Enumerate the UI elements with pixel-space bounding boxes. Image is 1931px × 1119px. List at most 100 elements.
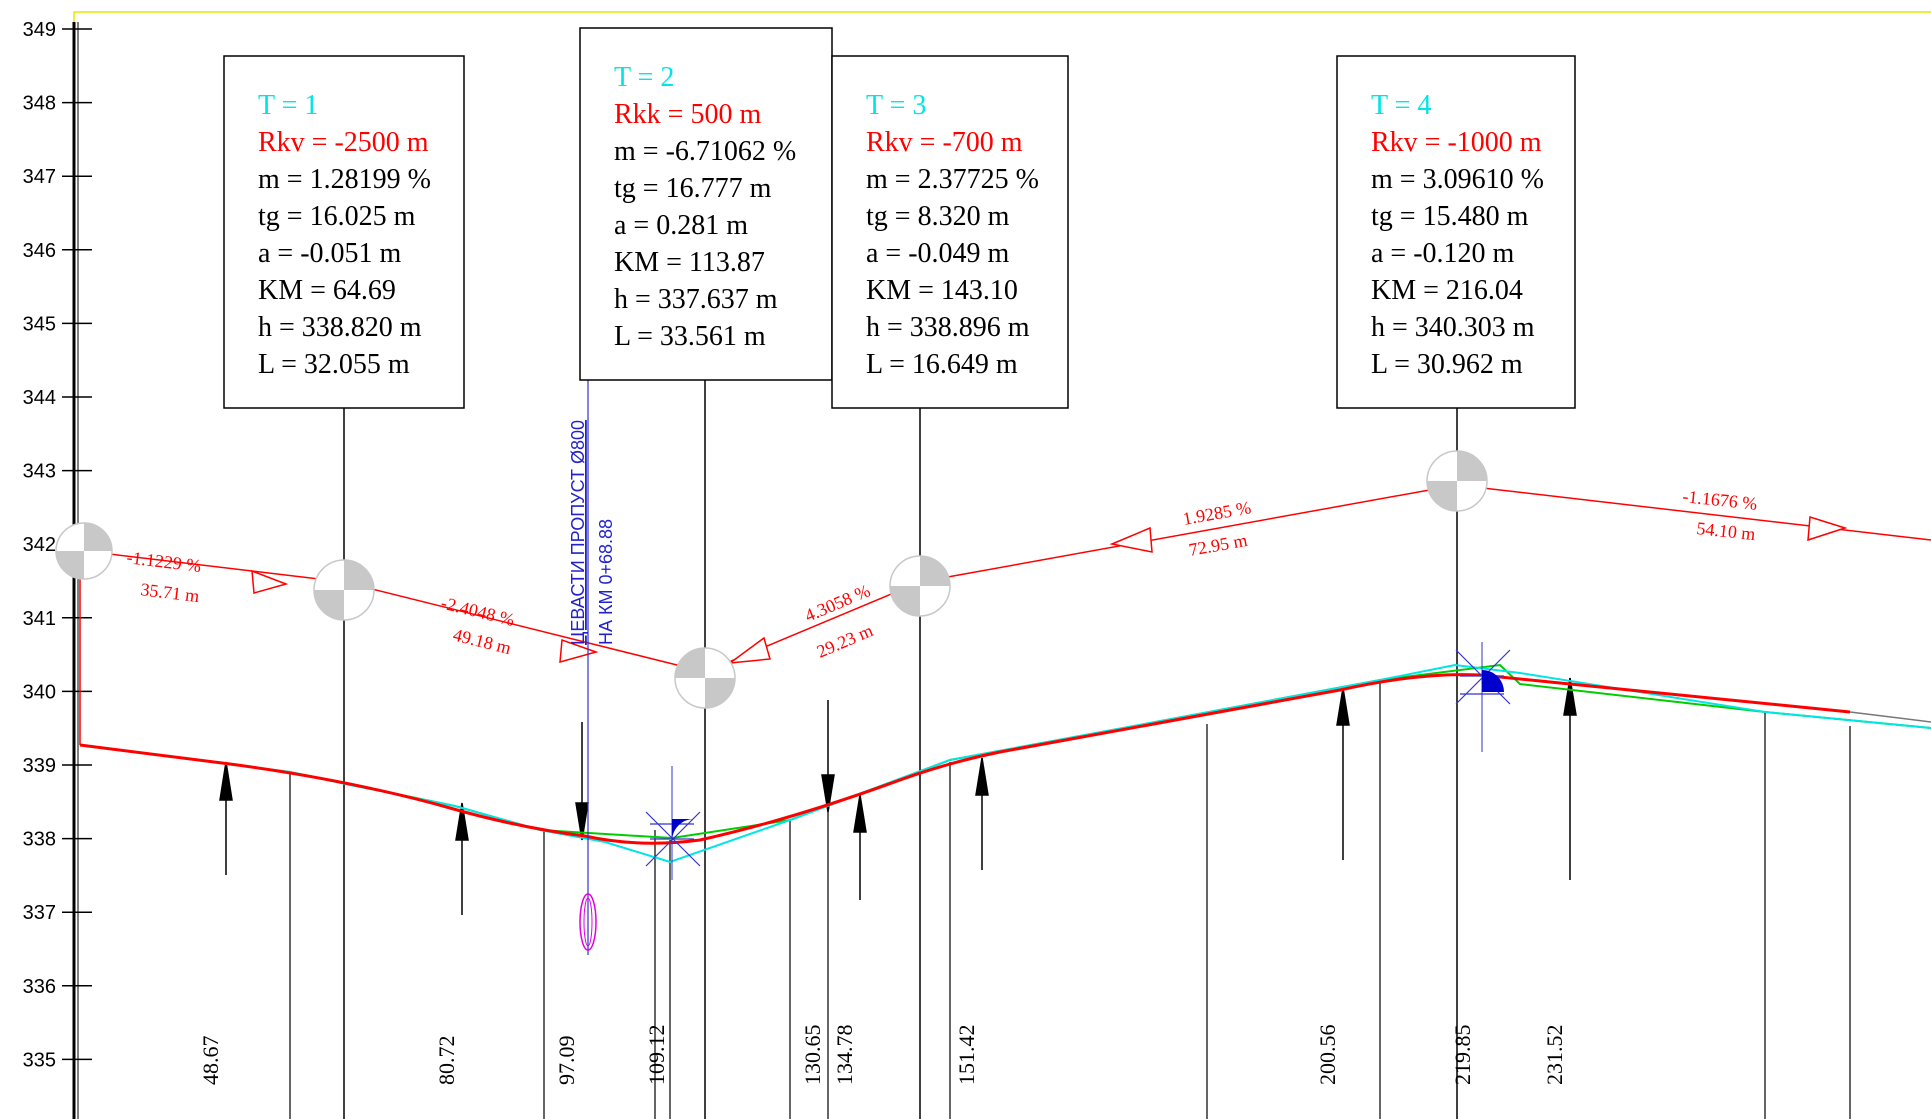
culvert-chainage: НА КМ 0+68.88 [596, 519, 616, 645]
grade-length-label: 72.95 m [1187, 530, 1249, 560]
vertex-t3-icon [889, 555, 951, 617]
grade-line [79, 484, 1931, 745]
design-ground-line [79, 663, 1931, 864]
arrow-up-icon [219, 761, 233, 801]
axis-tick-label: 341 [23, 608, 56, 630]
station-label: 200.56 [1315, 1025, 1340, 1086]
curve-tg-label: tg = 15.480 m [1371, 201, 1529, 232]
curve-m-label: m = -6.71062 % [614, 136, 796, 167]
curve-box-t3: T = 3 Rkv = -700 m m = 2.37725 % tg = 8.320… [831, 55, 1069, 409]
axis-tick-label: 342 [23, 534, 56, 556]
culvert-annotation: ЦЕВАСТИ ПРОПУСТ Ø800 НА КМ 0+68.88 [568, 370, 616, 955]
grade-arrow-icon [559, 638, 599, 664]
curve-r-label: Rkv = -2500 m [258, 127, 429, 158]
axis-tick-label: 345 [23, 313, 56, 335]
vertex-t4-icon [1426, 450, 1488, 512]
curve-info-boxes: T = 1 Rkv = -2500 m m = 1.28199 % tg = 16.0… [223, 27, 1576, 409]
curve-box-frame [223, 55, 465, 409]
station-lines [289, 680, 1851, 1119]
axis-tick-label: 336 [23, 976, 56, 998]
axis-tick-label: 335 [23, 1049, 56, 1071]
curve-box-frame [1336, 55, 1576, 409]
existing-profile-continuation [1849, 711, 1931, 723]
survey-marker-1 [645, 766, 701, 880]
curve-km-label: KM = 216.04 [1371, 275, 1523, 306]
station-label: 130.65 [800, 1025, 825, 1086]
arrow-up-icon [455, 802, 469, 841]
curve-tg-label: tg = 16.777 m [614, 173, 772, 204]
curve-r-label: Rkv = -1000 m [1371, 127, 1542, 158]
leader-lines [343, 380, 1458, 1119]
grade-slope-label: -1.1229 % [126, 547, 203, 576]
axis-tick-label: 346 [23, 240, 56, 262]
arrow-up-icon [853, 794, 867, 833]
curve-km-label: KM = 64.69 [258, 275, 396, 306]
station-label: 109.12 [644, 1025, 669, 1086]
curve-m-label: m = 1.28199 % [258, 164, 431, 195]
curve-h-label: h = 338.896 m [866, 312, 1030, 343]
culvert-pipe-inner-icon [583, 897, 593, 947]
curve-box-frame [579, 27, 833, 381]
arrow-down-icon [575, 802, 589, 841]
curve-box-frame [831, 55, 1069, 409]
curve-h-label: h = 340.303 m [1371, 312, 1535, 343]
curve-km-label: KM = 113.87 [614, 247, 765, 278]
arrow-down-icon [821, 774, 835, 813]
station-label: 151.42 [954, 1025, 979, 1086]
grade-polyline [83, 484, 1931, 673]
axis-tick-label: 340 [23, 681, 56, 703]
curve-l-label: L = 32.055 m [258, 349, 410, 380]
grade-arrow-icon [1109, 526, 1153, 553]
grade-slope-label: -1.1676 % [1682, 486, 1759, 514]
axis-tick-label: 343 [23, 461, 56, 483]
grade-slope-label: -2.4048 % [439, 592, 517, 630]
curve-m-label: m = 2.37725 % [866, 164, 1039, 195]
axis-tick-label: 349 [23, 19, 56, 41]
grade-arrow-icon [251, 569, 289, 594]
station-label: 134.78 [832, 1025, 857, 1086]
station-label: 97.09 [554, 1036, 579, 1086]
station-arrows [219, 677, 1577, 915]
curve-t-label: T = 2 [614, 62, 674, 93]
grade-vertices [55, 450, 1488, 709]
station-label: 80.72 [434, 1036, 459, 1086]
curve-h-label: h = 337.637 m [614, 284, 778, 315]
vertex-start-icon [55, 522, 113, 580]
curve-tg-label: tg = 16.025 m [258, 201, 416, 232]
design-profile-curve [79, 673, 1851, 845]
station-labels: 48.67 80.72 97.09 109.12 130.65 134.78 151.42 2… [198, 1025, 1567, 1086]
grade-length-label: 29.23 m [814, 620, 876, 661]
curve-t-label: T = 3 [866, 90, 926, 121]
vertex-t2-icon [674, 647, 736, 709]
curve-a-label: a = -0.051 m [258, 238, 402, 269]
grade-arrow-icon [1807, 516, 1848, 542]
curve-box-t4: T = 4 Rkv = -1000 m m = 3.09610 % tg = 15.4… [1336, 55, 1576, 409]
curve-a-label: a = -0.049 m [866, 238, 1010, 269]
axis-tick-label: 339 [23, 755, 56, 777]
curve-m-label: m = 3.09610 % [1371, 164, 1544, 195]
grade-length-label: 35.71 m [140, 579, 201, 606]
curve-l-label: L = 30.962 m [1371, 349, 1523, 380]
station-label: 231.52 [1542, 1025, 1567, 1086]
axis-tick-label: 347 [23, 166, 56, 188]
curve-h-label: h = 338.820 m [258, 312, 422, 343]
axis-tick-label: 337 [23, 902, 56, 924]
survey-point-icon [672, 819, 694, 841]
culvert-title: ЦЕВАСТИ ПРОПУСТ Ø800 [568, 420, 588, 645]
axis-tick-label: 338 [23, 829, 56, 851]
grade-length-label: 49.18 m [451, 624, 513, 658]
axis-tick-label: 348 [23, 93, 56, 115]
station-label: 48.67 [198, 1036, 223, 1086]
curve-r-label: Rkv = -700 m [866, 127, 1023, 158]
survey-marker-2 [1455, 642, 1511, 752]
arrow-up-icon [1563, 677, 1577, 716]
grade-arrow-icon [727, 636, 771, 665]
vertex-t1-icon [313, 559, 375, 621]
survey-point-icon [1482, 670, 1504, 692]
axis-tick-label: 344 [23, 387, 56, 409]
arrow-up-icon [1336, 687, 1350, 726]
curve-box-t2: T = 2 Rkk = 500 m m = -6.71062 % tg = 16.77… [579, 27, 833, 381]
curve-l-label: L = 16.649 m [866, 349, 1018, 380]
grade-slope-label: 4.3058 % [802, 580, 873, 625]
